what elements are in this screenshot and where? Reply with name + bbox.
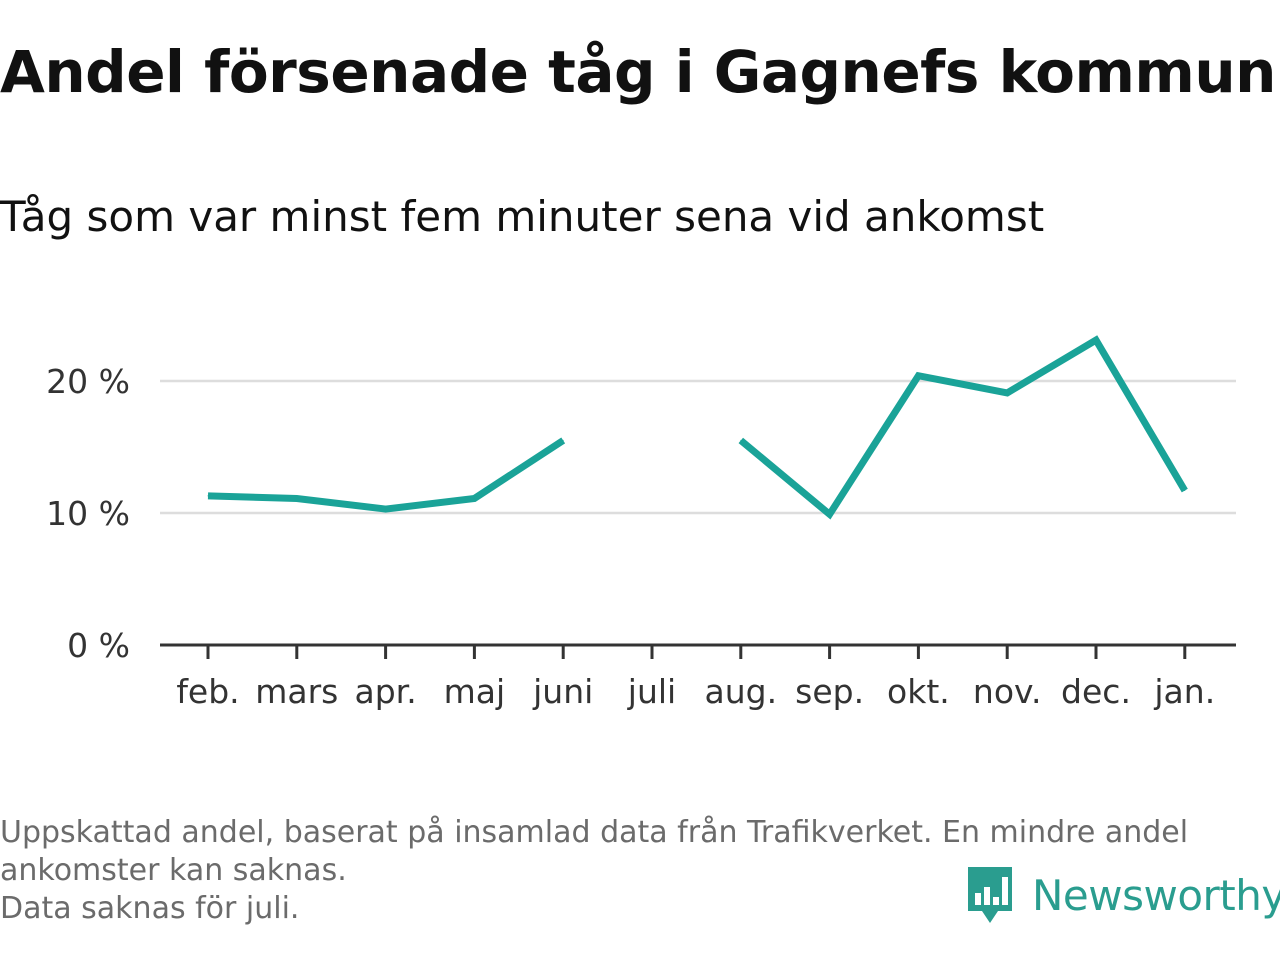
newsworthy-logo: Newsworthy <box>964 862 1280 928</box>
data-point <box>740 439 742 441</box>
footnote-line-3: Data saknas för juli. <box>0 891 300 926</box>
x-tick-label: feb. <box>176 672 239 711</box>
data-point <box>385 508 387 510</box>
x-tick-label: mars <box>255 672 338 711</box>
footnote-line-1: Uppskattad andel, baserat på insamlad da… <box>0 815 1189 850</box>
series-line-segment <box>738 335 1188 520</box>
data-point <box>1095 339 1097 341</box>
x-tick-label: nov. <box>973 672 1042 711</box>
x-tick-label: dec. <box>1061 672 1131 711</box>
x-tick-label: juni <box>532 672 593 711</box>
data-point <box>207 495 209 497</box>
x-tick-label: okt. <box>887 672 950 711</box>
footnote: Uppskattad andel, baserat på insamlad da… <box>0 814 1270 928</box>
series-layer <box>207 335 1188 520</box>
grid-layer <box>160 379 1236 515</box>
y-tick-label: 20 % <box>46 362 130 401</box>
x-tick-label: sep. <box>795 672 864 711</box>
data-point <box>917 375 919 377</box>
x-tick-label: juli <box>627 672 676 711</box>
chart-title: Andel försenade tåg i Gagnefs kommun <box>0 38 1276 106</box>
brand-name: Newsworthy <box>1032 870 1280 920</box>
x-tick-label: maj <box>444 672 506 711</box>
data-point <box>562 439 564 441</box>
x-tick-label: apr. <box>354 672 416 711</box>
data-point <box>829 513 831 515</box>
data-point <box>1184 490 1186 492</box>
x-tick-label: jan. <box>1153 672 1215 711</box>
data-point <box>1006 392 1008 394</box>
footnote-line-2: ankomster kan saknas. <box>0 853 347 888</box>
chart-subtitle: Tåg som var minst fem minuter sena vid a… <box>0 192 1045 241</box>
data-point <box>473 497 475 499</box>
axis-layer <box>160 643 1236 659</box>
y-tick-label: 10 % <box>46 494 130 533</box>
series-line-segment <box>207 437 566 513</box>
data-point <box>296 497 298 499</box>
x-tick-label: aug. <box>705 672 778 711</box>
y-tick-label: 0 % <box>67 626 130 665</box>
bar-chart-speech-icon <box>968 867 1012 923</box>
label-layer: 0 % 10 % 20 % feb. mars apr. maj juni juli aug. se… <box>46 362 1215 711</box>
